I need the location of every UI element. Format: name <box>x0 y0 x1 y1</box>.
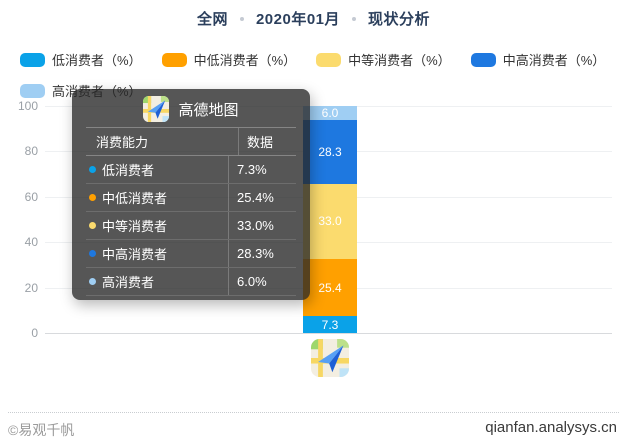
title-period: 2020年01月 <box>255 11 341 28</box>
legend-item-0[interactable]: 低消费者（%） <box>20 50 142 69</box>
legend-item-1[interactable]: 中低消费者（%） <box>161 50 297 69</box>
tooltip-row-label-cell: 中低消费者 <box>86 184 229 211</box>
legend-swatch-icon <box>470 52 496 67</box>
site-url[interactable]: qianfan.analysys.cn <box>485 419 617 436</box>
series-dot-icon <box>89 194 96 201</box>
legend-item-label: 中高消费者（%） <box>502 53 606 68</box>
legend-swatch-icon <box>20 83 45 98</box>
bar-segment-0[interactable]: 7.3 <box>303 316 357 333</box>
tooltip-col-header-data: 数据 <box>247 135 274 150</box>
tooltip-row-label: 中高消费者 <box>102 247 168 262</box>
bar-segment-value-label: 28.3 <box>318 144 342 159</box>
y-axis-tick-label: 60 <box>24 189 38 204</box>
tooltip-table: 消费能力 数据 低消费者 7.3% 中低消费者 25.4% 中等消费者 33.0% 中高消费… <box>86 127 296 296</box>
tooltip-row-2: 中等消费者 33.0% <box>86 212 296 240</box>
bar-segment-4[interactable]: 6.0 <box>303 106 357 120</box>
tooltip-row-value: 7.3% <box>237 162 267 177</box>
tooltip-row-3: 中高消费者 28.3% <box>86 240 296 268</box>
tooltip-header: 高德地图 <box>72 96 310 122</box>
legend-swatch-icon <box>20 52 45 67</box>
legend-swatch-icon <box>316 52 342 67</box>
tooltip-row-label-cell: 高消费者 <box>86 268 229 295</box>
bar-segment-value-label: 6.0 <box>321 106 339 120</box>
tooltip-row-value: 25.4% <box>237 190 274 205</box>
brand-watermark: ©易观千帆 <box>8 422 75 438</box>
tooltip-row-1: 中低消费者 25.4% <box>86 184 296 212</box>
legend-item-label: 中低消费者（%） <box>193 53 297 68</box>
tooltip-row-value: 28.3% <box>237 246 274 261</box>
series-dot-icon <box>89 222 96 229</box>
tooltip-row-value: 6.0% <box>237 274 267 289</box>
tooltip-row-label-cell: 中等消费者 <box>86 212 229 239</box>
y-axis-tick-label: 0 <box>31 326 38 340</box>
title-separator-dot <box>352 16 357 21</box>
bar-segment-value-label: 33.0 <box>318 214 342 229</box>
tooltip-row-label: 中等消费者 <box>102 219 168 234</box>
legend-swatch-icon <box>161 52 187 67</box>
tooltip-col-header-ability: 消费能力 <box>86 128 239 155</box>
tooltip-row-label: 低消费者 <box>102 163 155 178</box>
y-axis-tick-label: 100 <box>17 99 38 113</box>
tooltip-row-label: 高消费者 <box>102 275 155 290</box>
gaode-map-icon <box>143 96 170 122</box>
tooltip-row-label-cell: 低消费者 <box>86 156 229 183</box>
tooltip-row-label: 中低消费者 <box>102 191 168 206</box>
title-separator-dot <box>239 16 244 21</box>
tooltip-app-name: 高德地图 <box>178 101 239 119</box>
y-axis-tick-label: 20 <box>24 280 38 295</box>
gridline-y-0 <box>45 333 612 334</box>
tooltip-row-label-cell: 中高消费者 <box>86 240 229 267</box>
footer-divider <box>8 412 619 413</box>
title-scope: 全网 <box>196 11 228 28</box>
tooltip-table-header: 消费能力 数据 <box>86 127 296 156</box>
series-dot-icon <box>89 250 96 257</box>
legend-item-2[interactable]: 中等消费者（%） <box>316 50 451 69</box>
series-dot-icon <box>89 278 96 285</box>
tooltip: 高德地图 消费能力 数据 低消费者 7.3% 中低消费者 25.4% 中等消费者 33.0… <box>72 89 310 300</box>
gaode-map-icon[interactable] <box>311 339 349 377</box>
bar-segment-1[interactable]: 25.4 <box>303 258 357 317</box>
bar-segment-value-label: 25.4 <box>318 280 342 295</box>
bar-segment-3[interactable]: 28.3 <box>303 119 357 184</box>
series-dot-icon <box>89 166 96 173</box>
tooltip-row-4: 高消费者 6.0% <box>86 268 296 296</box>
legend-item-3[interactable]: 中高消费者（%） <box>470 50 606 69</box>
legend-item-label: 低消费者（%） <box>52 53 142 68</box>
legend-item-label: 中等消费者（%） <box>348 53 451 68</box>
bar-segment-2[interactable]: 33.0 <box>303 183 357 259</box>
bar-segment-value-label: 7.3 <box>321 317 339 332</box>
title-analysis-type: 现状分析 <box>368 11 431 28</box>
y-axis-tick-label: 80 <box>24 144 38 159</box>
y-axis-tick-label: 40 <box>24 235 38 250</box>
tooltip-row-0: 低消费者 7.3% <box>86 156 296 184</box>
chart-title: 全网 2020年01月 现状分析 <box>0 8 627 29</box>
tooltip-row-value: 33.0% <box>237 218 274 233</box>
